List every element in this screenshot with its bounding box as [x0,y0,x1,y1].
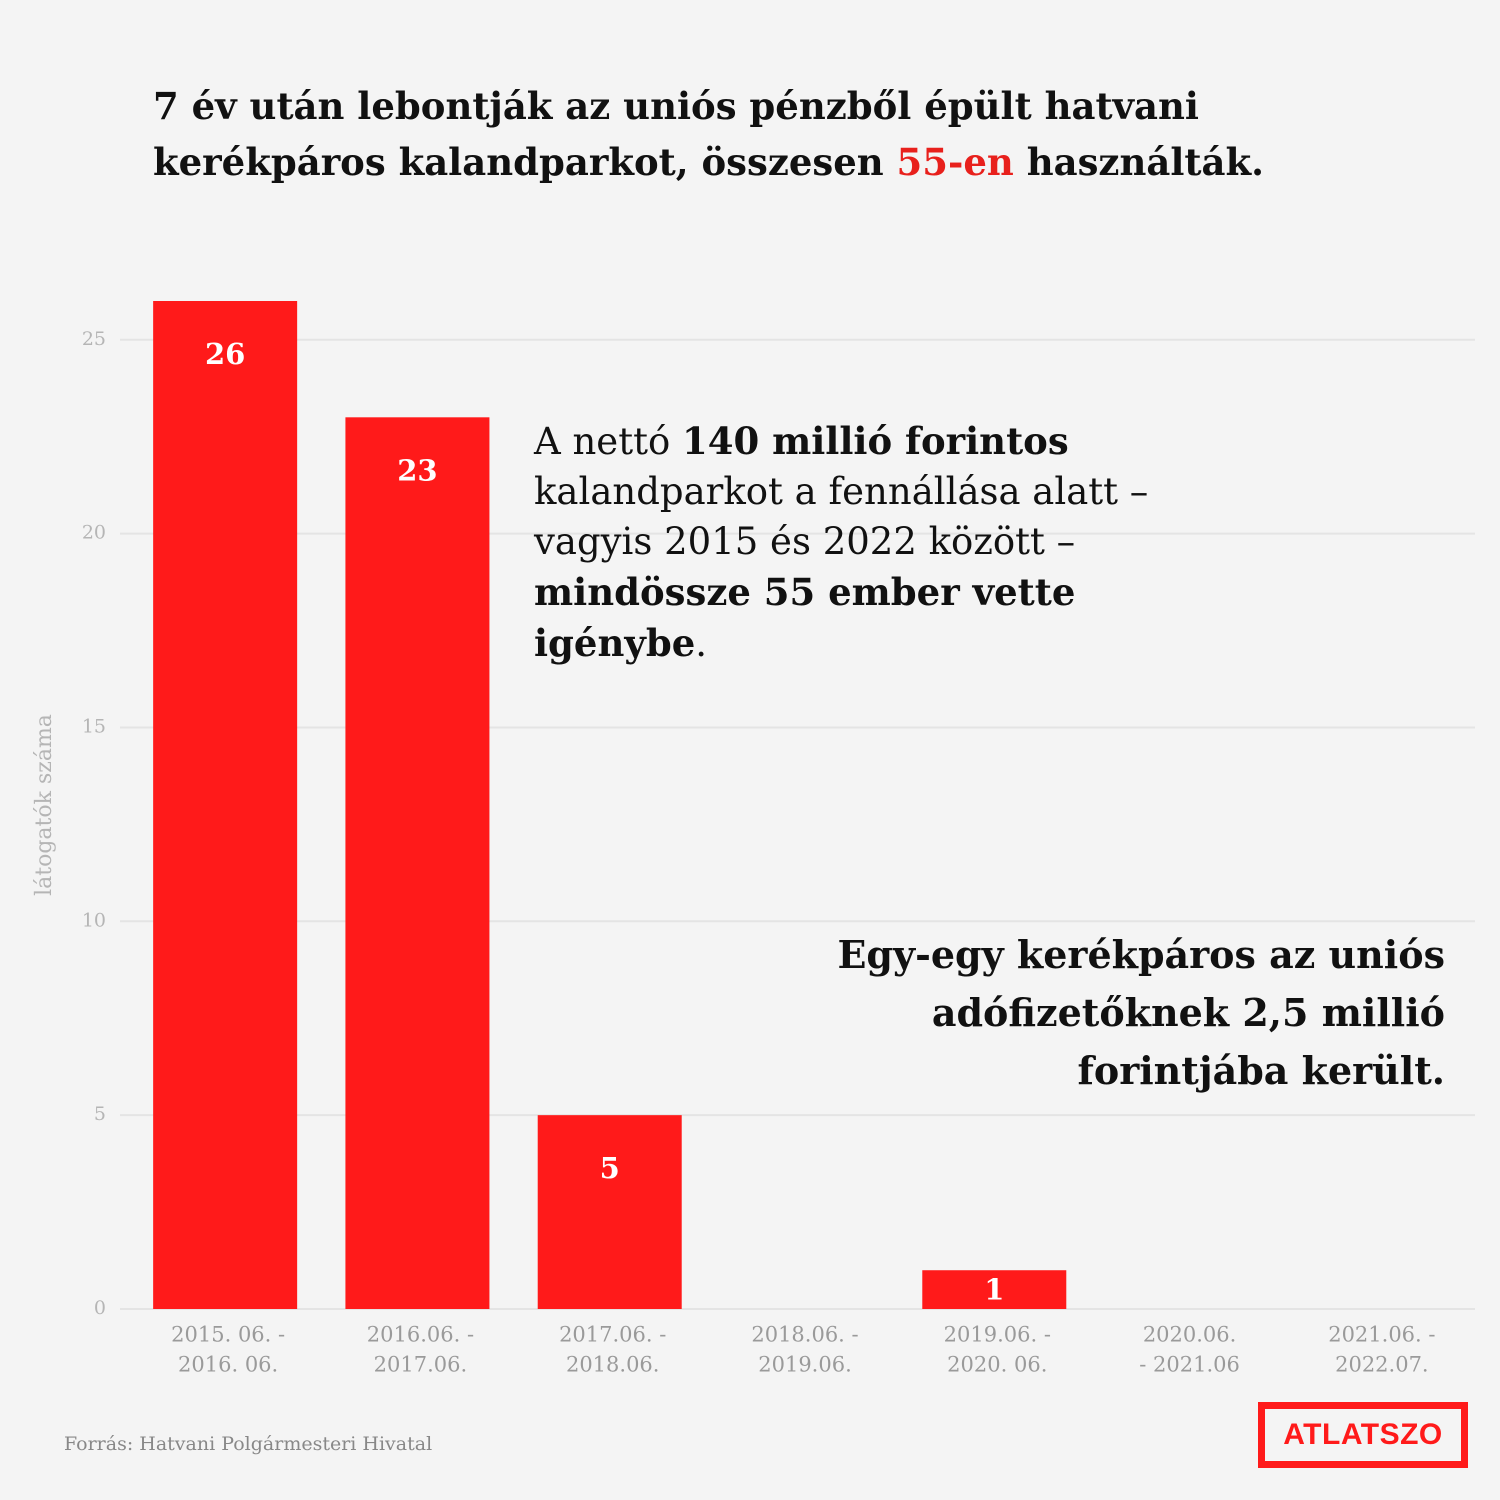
text-segment: kalandparkot a fennállása alatt – vagyis… [534,470,1149,563]
x-tick-label: 2017.06. - [559,1323,666,1347]
data-label: 5 [600,1151,620,1185]
y-tick-label: 10 [82,909,106,931]
source: Forrás: Hatvani Polgármesteri Hivatal [64,1433,433,1455]
bar [153,301,298,1309]
y-tick-label: 15 [82,715,106,737]
text-segment: A nettó [534,420,682,463]
x-tick-label: 2016. 06. [178,1353,278,1377]
bar [922,1270,1067,1309]
x-tick-label: 2021.06. - [1328,1323,1435,1347]
y-tick-label: 20 [82,522,106,544]
data-label: 26 [205,337,245,371]
x-tick-label: 2019.06. [758,1353,852,1377]
text-segment: használták. [1013,140,1264,184]
chart-title: 7 év után lebontják az uniós pénzből épü… [153,78,1264,190]
title-line: kerékpáros kalandparkot, összesen 55-en … [153,134,1264,190]
x-tick-label: 2019.06. - [944,1323,1051,1347]
text-segment: 55-en [896,140,1014,184]
x-tick-label: - 2021.06 [1139,1353,1240,1377]
data-label: 1 [984,1273,1004,1307]
y-tick-label: 0 [94,1297,106,1319]
x-tick-label: 2020.06. [1143,1323,1237,1347]
x-tick-label: 2016.06. - [367,1323,474,1347]
x-tick-label: 2017.06. [374,1353,468,1377]
logo: ATLATSZO [1258,1402,1468,1468]
x-tick-label: 2020. 06. [947,1353,1047,1377]
text-segment: kerékpáros kalandparkot, összesen [153,140,897,184]
bar [345,417,490,1309]
bar [537,1115,682,1309]
text-segment: 7 év után lebontják az uniós pénzből épü… [153,84,1199,128]
data-label: 23 [397,453,437,487]
title-line: 7 év után lebontják az uniós pénzből épü… [153,78,1264,134]
x-tick-label: 2015. 06. - [171,1323,285,1347]
y-tick-label: 5 [94,1103,106,1125]
annotation: A nettó 140 millió forintos kalandparkot… [534,416,1174,669]
x-tick-label: 2022.07. [1335,1353,1429,1377]
text-segment: . [695,622,708,665]
x-tick-label: 2018.06. [566,1353,660,1377]
text-segment: 140 millió forintos [681,419,1069,463]
y-tick-label: 25 [82,328,106,350]
text-segment: Egy-egy kerékpáros az uniós adófizetőkne… [837,932,1445,1093]
x-tick-label: 2018.06. - [751,1323,858,1347]
y-axis-label: látogatók száma [32,714,57,896]
text-segment: mindössze 55 ember vette igénybe [534,570,1076,665]
annotation: Egy-egy kerékpáros az uniós adófizetőkne… [745,926,1445,1100]
